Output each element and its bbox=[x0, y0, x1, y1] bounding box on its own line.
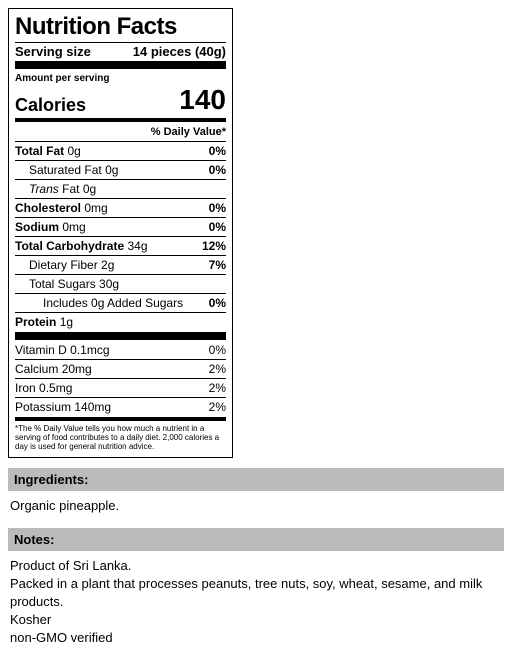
sugars-row: Total Sugars 30g bbox=[15, 276, 226, 292]
sodium-row: Sodium 0mg 0% bbox=[15, 219, 226, 235]
calories-value: 140 bbox=[179, 84, 226, 116]
vitamin-d-row: Vitamin D 0.1mcg 0% bbox=[15, 342, 226, 358]
calories-label: Calories bbox=[15, 95, 86, 116]
calories-row: Calories 140 bbox=[15, 84, 226, 116]
dv-footnote: *The % Daily Value tells you how much a … bbox=[15, 423, 226, 453]
calcium-row: Calcium 20mg 2% bbox=[15, 361, 226, 377]
dv-header: % Daily Value* bbox=[15, 124, 226, 140]
fiber-row: Dietary Fiber 2g 7% bbox=[15, 257, 226, 273]
notes-line: non-GMO verified bbox=[10, 629, 502, 647]
added-sugars-row: Includes 0g Added Sugars 0% bbox=[15, 295, 226, 311]
nutrition-facts-panel: Nutrition Facts Serving size 14 pieces (… bbox=[8, 8, 233, 458]
panel-title: Nutrition Facts bbox=[15, 13, 226, 41]
amount-per-serving: Amount per serving bbox=[15, 71, 226, 84]
notes-header: Notes: bbox=[8, 528, 504, 551]
total-fat-row: Total Fat 0g 0% bbox=[15, 143, 226, 159]
potassium-row: Potassium 140mg 2% bbox=[15, 399, 226, 415]
serving-label: Serving size bbox=[15, 44, 91, 59]
protein-row: Protein 1g bbox=[15, 314, 226, 330]
trans-fat-row: Trans Fat 0g bbox=[15, 181, 226, 197]
serving-size-row: Serving size 14 pieces (40g) bbox=[15, 44, 226, 59]
cholesterol-row: Cholesterol 0mg 0% bbox=[15, 200, 226, 216]
iron-row: Iron 0.5mg 2% bbox=[15, 380, 226, 396]
sat-fat-row: Saturated Fat 0g 0% bbox=[15, 162, 226, 178]
notes-body: Product of Sri Lanka. Packed in a plant … bbox=[8, 551, 504, 650]
serving-value: 14 pieces (40g) bbox=[133, 44, 226, 59]
notes-line: Product of Sri Lanka. bbox=[10, 557, 502, 575]
notes-line: Kosher bbox=[10, 611, 502, 629]
ingredients-body: Organic pineapple. bbox=[8, 491, 504, 517]
ingredients-header: Ingredients: bbox=[8, 468, 504, 491]
notes-line: Packed in a plant that processes peanuts… bbox=[10, 575, 502, 611]
carb-row: Total Carbohydrate 34g 12% bbox=[15, 238, 226, 254]
